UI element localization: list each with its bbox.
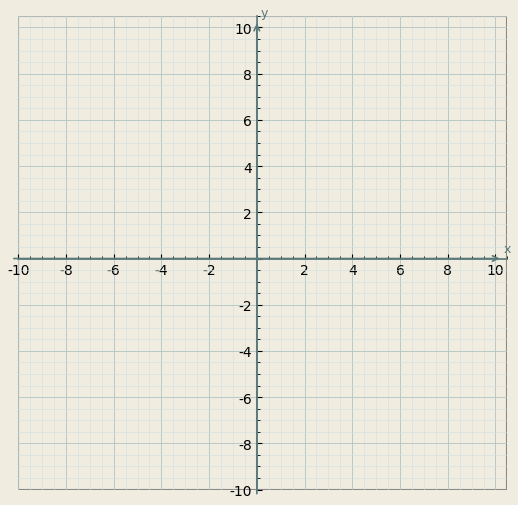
- Text: x: x: [503, 242, 511, 255]
- Text: y: y: [260, 7, 268, 20]
- Bar: [18, 17, 507, 489]
